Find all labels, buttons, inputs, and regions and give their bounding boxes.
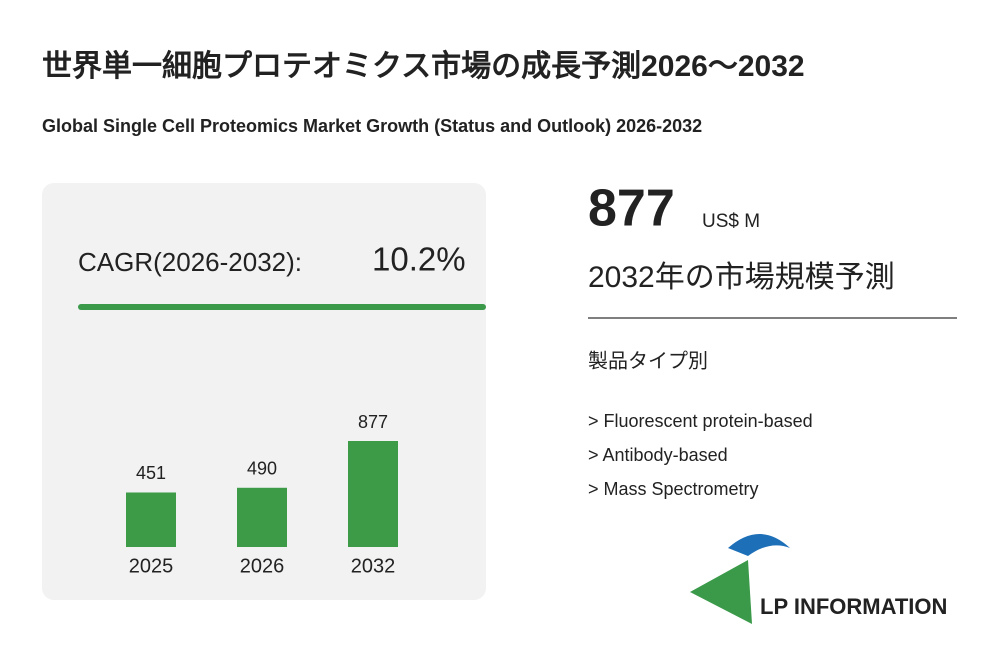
bar — [126, 492, 176, 547]
segment-item: > Mass Spectrometry — [588, 479, 759, 499]
data-label: 490 — [247, 459, 277, 479]
segment-item: > Fluorescent protein-based — [588, 411, 813, 431]
title: 世界単一細胞プロテオミクス市場の成長予測2026～2032 — [42, 49, 805, 83]
subtitle: Global Single Cell Proteomics Market Gro… — [42, 116, 702, 136]
data-label: 451 — [136, 463, 166, 483]
market-caption: 2032年の市場規模予測 — [588, 261, 895, 294]
cagr-value: 10.2% — [372, 241, 466, 278]
logo-arc — [728, 534, 790, 556]
segment-item: > Antibody-based — [588, 445, 728, 465]
cagr-label: CAGR(2026-2032): — [78, 247, 302, 277]
data-label: 877 — [358, 412, 388, 432]
bar — [348, 441, 398, 547]
logo: LP INFORMATION — [690, 534, 947, 624]
market-value: 877 — [588, 180, 675, 238]
bar-chart: 451 2025 490 2026 877 2032 — [126, 412, 398, 577]
cagr-underline — [78, 304, 486, 310]
market-unit: US$ M — [702, 211, 760, 232]
x-tick-label: 2026 — [240, 555, 285, 577]
x-tick-label: 2032 — [351, 555, 396, 577]
bar — [237, 487, 287, 547]
segment-list: > Fluorescent protein-based > Antibody-ba… — [588, 411, 813, 499]
segment-heading: 製品タイプ別 — [588, 349, 708, 372]
logo-text: LP INFORMATION — [760, 594, 947, 619]
logo-triangle — [690, 560, 752, 624]
x-tick-label: 2025 — [129, 555, 174, 577]
